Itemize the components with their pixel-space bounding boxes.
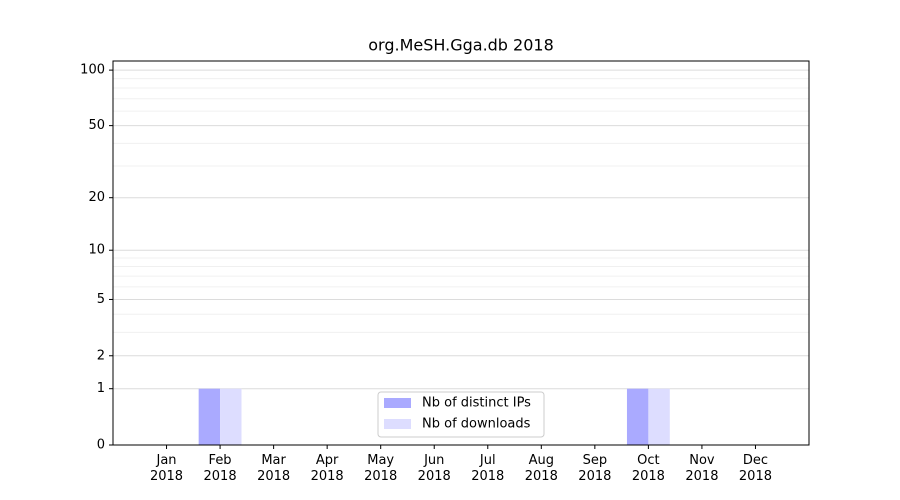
x-tick-label: Dec 2018 — [738, 453, 772, 484]
x-tick-label: Nov 2018 — [685, 453, 719, 484]
y-tick-label: 50 — [88, 118, 105, 133]
y-tick-label: 0 — [97, 438, 105, 453]
plot-frame — [112, 60, 810, 446]
bar — [648, 388, 670, 445]
legend-box — [377, 391, 545, 438]
y-tick-label: 1 — [97, 381, 105, 396]
x-tick-label: Feb 2018 — [203, 453, 237, 484]
x-tick-label: Jul 2018 — [471, 453, 505, 484]
bar — [626, 388, 649, 445]
bar — [198, 388, 221, 445]
y-tick-label: 10 — [88, 243, 105, 258]
x-tick-label: Mar 2018 — [257, 453, 291, 484]
legend-swatch — [384, 419, 411, 429]
x-tick-label: Jan 2018 — [149, 453, 184, 484]
y-tick-label: 2 — [97, 348, 105, 363]
legend-swatch — [384, 398, 411, 408]
x-tick-label: May 2018 — [364, 453, 398, 484]
x-tick-label: Jun 2018 — [417, 453, 451, 484]
y-tick-label: 100 — [80, 63, 105, 78]
y-tick-label: 5 — [97, 292, 105, 307]
x-tick-label: Oct 2018 — [631, 453, 665, 484]
x-tick-label: Apr 2018 — [310, 453, 344, 484]
x-tick-label: Sep 2018 — [578, 453, 612, 484]
y-tick-label: 20 — [88, 190, 105, 205]
bar — [220, 388, 242, 445]
x-tick-label: Aug 2018 — [524, 453, 558, 484]
chart-title: org.MeSH.Gga.db 2018 — [368, 36, 554, 55]
legend-label: Nb of downloads — [422, 417, 531, 432]
legend-label: Nb of distinct IPs — [422, 396, 531, 411]
